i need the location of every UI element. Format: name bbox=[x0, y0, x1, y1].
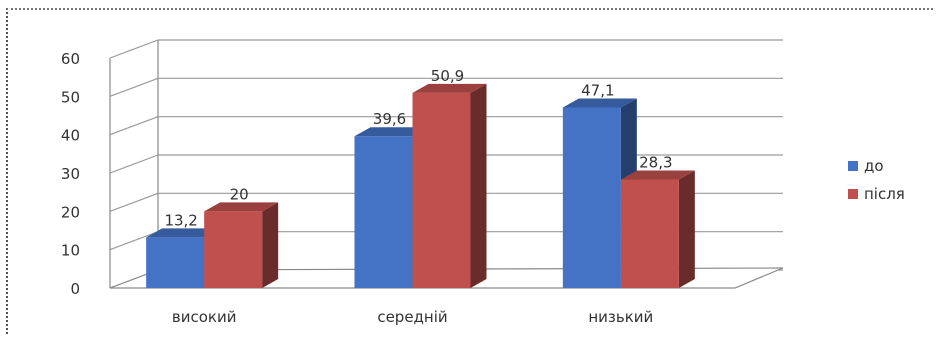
data-label: 20 bbox=[230, 185, 249, 203]
gridline-diagonal bbox=[109, 39, 159, 59]
legend-label-series-1: до bbox=[864, 157, 884, 175]
bar bbox=[412, 92, 471, 288]
bar bbox=[204, 211, 263, 288]
legend: до після bbox=[848, 152, 933, 208]
bar-side bbox=[678, 170, 695, 288]
bar bbox=[562, 107, 621, 288]
data-label: 47,1 bbox=[581, 81, 614, 99]
y-tick-label: 40 bbox=[61, 127, 80, 145]
y-tick-label: 20 bbox=[61, 203, 80, 221]
gridline-diagonal bbox=[109, 154, 159, 174]
data-label: 13,2 bbox=[164, 211, 197, 229]
gridline-diagonal bbox=[109, 231, 159, 251]
bar-top bbox=[562, 98, 637, 108]
data-label: 50,9 bbox=[431, 67, 464, 85]
y-tick-label: 50 bbox=[61, 88, 80, 106]
bar-top bbox=[354, 127, 429, 137]
bar bbox=[146, 237, 205, 288]
y-tick-label: 0 bbox=[70, 280, 80, 298]
bar-top bbox=[412, 83, 487, 93]
x-tick-label: високий bbox=[172, 308, 237, 326]
y-tick-label: 30 bbox=[61, 165, 80, 183]
bar-side bbox=[470, 83, 487, 288]
data-label: 28,3 bbox=[639, 154, 672, 172]
bar-top bbox=[146, 228, 221, 238]
bar-top bbox=[620, 170, 695, 180]
legend-swatch-series-1 bbox=[848, 161, 858, 171]
bar bbox=[620, 179, 679, 288]
x-tick-label: середній bbox=[377, 308, 447, 326]
gridline-diagonal bbox=[109, 192, 159, 212]
gridline-diagonal bbox=[109, 116, 159, 136]
y-tick-label: 10 bbox=[61, 242, 80, 260]
chart-frame bbox=[6, 8, 933, 334]
gridline-diagonal bbox=[109, 77, 159, 97]
legend-label-series-2: після bbox=[864, 185, 905, 203]
data-label: 39,6 bbox=[373, 110, 406, 128]
bar bbox=[354, 136, 413, 288]
bar-top bbox=[204, 202, 279, 212]
legend-item-series-2: після bbox=[848, 180, 933, 208]
legend-item-series-1: до bbox=[848, 152, 933, 180]
x-tick-label: низький bbox=[588, 308, 653, 326]
bar-side bbox=[262, 202, 279, 288]
y-tick-label: 60 bbox=[61, 50, 80, 68]
legend-swatch-series-2 bbox=[848, 189, 858, 199]
